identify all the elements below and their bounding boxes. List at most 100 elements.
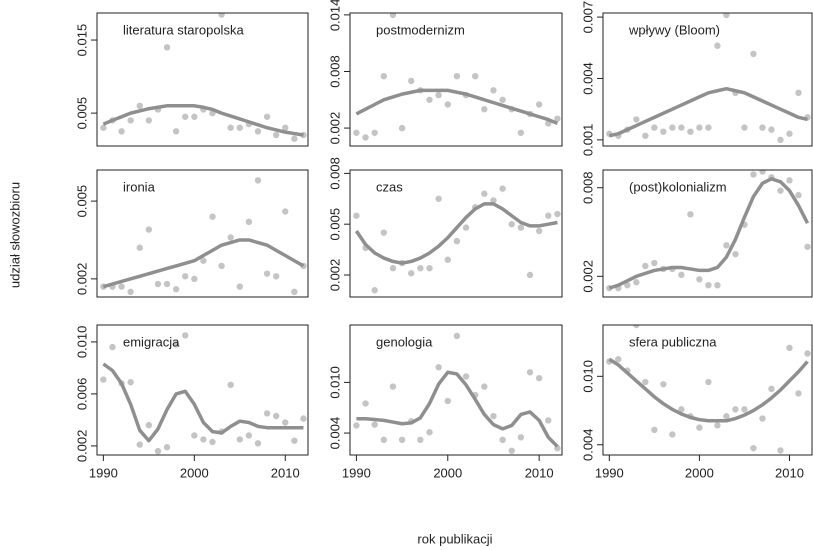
y-tick-label: 0.005 xyxy=(74,185,89,218)
y-tick-label: 0.007 xyxy=(580,1,595,34)
point xyxy=(786,177,793,184)
point xyxy=(389,383,397,390)
y-tick-label: 0.005 xyxy=(327,208,342,241)
point xyxy=(768,385,775,393)
point xyxy=(786,344,793,352)
point xyxy=(696,276,703,283)
point xyxy=(282,208,289,215)
point xyxy=(714,281,721,289)
point xyxy=(508,447,515,454)
point xyxy=(435,91,442,99)
point xyxy=(254,440,262,447)
panel-plot xyxy=(606,170,811,292)
panel-title: literatura staropolska xyxy=(123,22,244,37)
point xyxy=(426,96,433,103)
point xyxy=(435,364,442,371)
panel-frame xyxy=(349,324,563,456)
point xyxy=(163,44,171,51)
panel-plot xyxy=(353,332,561,454)
point xyxy=(642,378,649,386)
point xyxy=(705,378,712,386)
point xyxy=(444,101,451,108)
point xyxy=(777,447,784,454)
panel-title: (post)kolonializm xyxy=(629,179,727,194)
point xyxy=(136,102,143,110)
point xyxy=(714,422,721,429)
x-tick-label: 2010 xyxy=(271,465,300,480)
point xyxy=(200,436,207,443)
point xyxy=(687,128,694,135)
panel-title: ironia xyxy=(123,179,156,194)
point xyxy=(282,124,289,131)
x-tick-label: 1990 xyxy=(342,465,371,480)
point xyxy=(795,191,802,199)
point xyxy=(535,101,543,108)
point xyxy=(353,212,360,219)
point xyxy=(535,227,543,235)
panel-frame xyxy=(349,169,563,298)
point xyxy=(723,13,730,19)
panel-title: postmodernizm xyxy=(376,22,465,37)
point xyxy=(481,190,488,197)
point xyxy=(490,412,497,420)
point xyxy=(660,128,667,135)
y-tick-label: 0.002 xyxy=(74,430,89,463)
point xyxy=(508,220,515,228)
point xyxy=(768,126,775,133)
point xyxy=(490,87,497,94)
point xyxy=(362,134,369,141)
point xyxy=(732,406,739,413)
point xyxy=(417,436,424,444)
smooth-line xyxy=(356,370,559,448)
point xyxy=(398,436,406,444)
panel-frame xyxy=(96,169,309,298)
point xyxy=(127,288,134,296)
point xyxy=(759,415,766,422)
point xyxy=(209,438,216,446)
point xyxy=(651,426,658,434)
point xyxy=(696,124,703,131)
panel-plot xyxy=(100,177,307,296)
point xyxy=(398,124,406,132)
point xyxy=(191,275,198,283)
point xyxy=(426,429,433,436)
point xyxy=(795,390,802,397)
point xyxy=(136,441,143,448)
point xyxy=(554,210,561,218)
point xyxy=(291,135,298,142)
point xyxy=(633,116,640,123)
point xyxy=(453,332,461,340)
panel-frame xyxy=(96,12,309,147)
point xyxy=(777,187,784,194)
point xyxy=(380,72,388,80)
point xyxy=(417,265,424,272)
point xyxy=(669,124,676,131)
point xyxy=(499,96,506,103)
point xyxy=(660,381,667,388)
point xyxy=(200,257,207,264)
panel-frame xyxy=(602,169,813,298)
point xyxy=(517,434,525,441)
point xyxy=(696,424,703,431)
point xyxy=(526,271,534,279)
panel-frame xyxy=(602,12,813,147)
y-tick-label: 0.004 xyxy=(580,428,595,461)
point xyxy=(254,177,262,184)
point xyxy=(499,436,506,444)
y-tick-label: 0.005 xyxy=(74,97,89,130)
point xyxy=(380,436,388,444)
point xyxy=(100,376,107,383)
point xyxy=(389,265,397,272)
point xyxy=(236,124,243,131)
point xyxy=(795,89,802,97)
point xyxy=(741,406,748,413)
point xyxy=(182,273,189,280)
y-tick-label: 0.008 xyxy=(327,157,342,190)
point xyxy=(300,415,307,422)
point xyxy=(353,422,360,429)
point xyxy=(227,381,234,388)
point xyxy=(172,341,180,348)
point xyxy=(554,115,561,122)
point xyxy=(263,410,271,417)
point xyxy=(804,243,811,250)
